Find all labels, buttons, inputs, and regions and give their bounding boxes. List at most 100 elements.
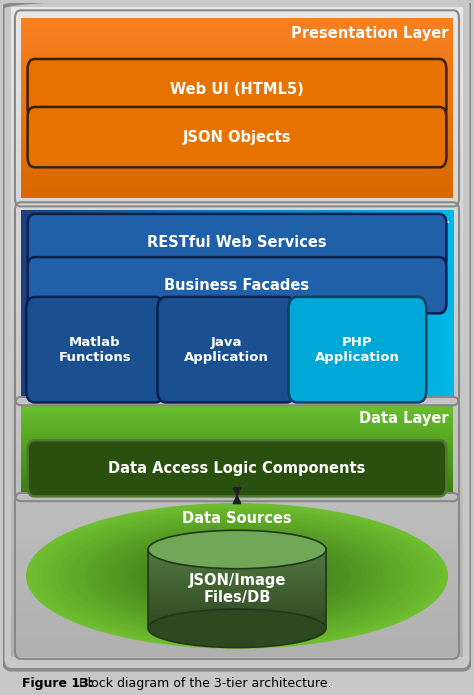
Text: RESTful Web Services: RESTful Web Services (147, 234, 327, 250)
Bar (20, 42, 454, 45)
Bar (20, 69, 454, 72)
Bar (20, 57, 454, 60)
Bar (20, 174, 454, 177)
Text: Java
Application: Java Application (184, 336, 269, 363)
Bar (11, 473, 463, 484)
Ellipse shape (107, 531, 367, 621)
FancyBboxPatch shape (27, 440, 447, 496)
Bar (20, 488, 454, 490)
Text: Figure 13:: Figure 13: (21, 677, 93, 689)
Bar (286, 211, 292, 397)
Bar (172, 211, 178, 397)
Bar (448, 211, 454, 397)
Bar (20, 486, 454, 489)
Bar (20, 438, 454, 441)
Bar (20, 457, 454, 459)
Bar (20, 135, 454, 138)
Bar (20, 456, 454, 458)
Bar (20, 111, 454, 115)
Bar (20, 444, 454, 446)
Text: Business Layer: Business Layer (325, 218, 449, 233)
Bar (11, 646, 463, 657)
Bar (11, 461, 463, 473)
Bar (20, 177, 454, 180)
Bar (291, 211, 297, 397)
Bar (11, 516, 463, 528)
Bar (313, 211, 319, 397)
Bar (148, 589, 326, 591)
Bar (148, 564, 326, 566)
Bar (20, 415, 454, 417)
Bar (11, 386, 463, 398)
Bar (20, 406, 454, 408)
Bar (432, 211, 438, 397)
Ellipse shape (188, 559, 286, 593)
Bar (20, 195, 454, 198)
Bar (20, 409, 454, 411)
Bar (11, 245, 463, 256)
Bar (20, 423, 454, 425)
Ellipse shape (205, 564, 269, 587)
Bar (148, 623, 326, 624)
Bar (148, 571, 326, 573)
Bar (20, 21, 454, 24)
Bar (148, 574, 326, 575)
Bar (20, 404, 454, 407)
Bar (20, 418, 454, 420)
FancyBboxPatch shape (27, 59, 447, 120)
Bar (69, 211, 75, 397)
Bar (148, 576, 326, 578)
Bar (148, 563, 326, 565)
Bar (11, 40, 463, 51)
Ellipse shape (183, 557, 291, 594)
Bar (399, 211, 405, 397)
Bar (20, 441, 454, 443)
Bar (20, 140, 454, 145)
Bar (20, 147, 454, 150)
Bar (148, 579, 326, 581)
Bar (20, 482, 454, 484)
Bar (42, 211, 48, 397)
Bar (20, 105, 454, 108)
Bar (148, 558, 326, 560)
Ellipse shape (148, 609, 326, 648)
Bar (11, 115, 463, 126)
Bar (318, 211, 324, 397)
Bar (112, 211, 118, 397)
Bar (20, 445, 454, 448)
Bar (20, 99, 454, 102)
Bar (20, 156, 454, 159)
Bar (275, 211, 281, 397)
Bar (20, 161, 454, 165)
Bar (148, 625, 326, 627)
Bar (307, 211, 313, 397)
Bar (20, 211, 27, 397)
Bar (20, 131, 454, 136)
Bar (11, 408, 463, 419)
Bar (210, 211, 216, 397)
Bar (20, 460, 454, 462)
Bar (11, 72, 463, 83)
Ellipse shape (42, 509, 432, 643)
Bar (148, 554, 326, 556)
Bar (11, 126, 463, 138)
Bar (20, 407, 454, 409)
Bar (37, 211, 43, 397)
Bar (11, 581, 463, 592)
Bar (11, 603, 463, 614)
Bar (237, 211, 243, 397)
Bar (148, 610, 326, 612)
Bar (148, 578, 326, 580)
Bar (129, 211, 135, 397)
Bar (58, 211, 64, 397)
Bar (148, 608, 326, 610)
Bar (148, 551, 326, 553)
Bar (148, 620, 326, 622)
Bar (148, 559, 326, 562)
Bar (20, 485, 454, 487)
Bar (148, 586, 326, 587)
Bar (188, 211, 194, 397)
Bar (421, 211, 427, 397)
Bar (264, 211, 270, 397)
Bar (11, 288, 463, 300)
